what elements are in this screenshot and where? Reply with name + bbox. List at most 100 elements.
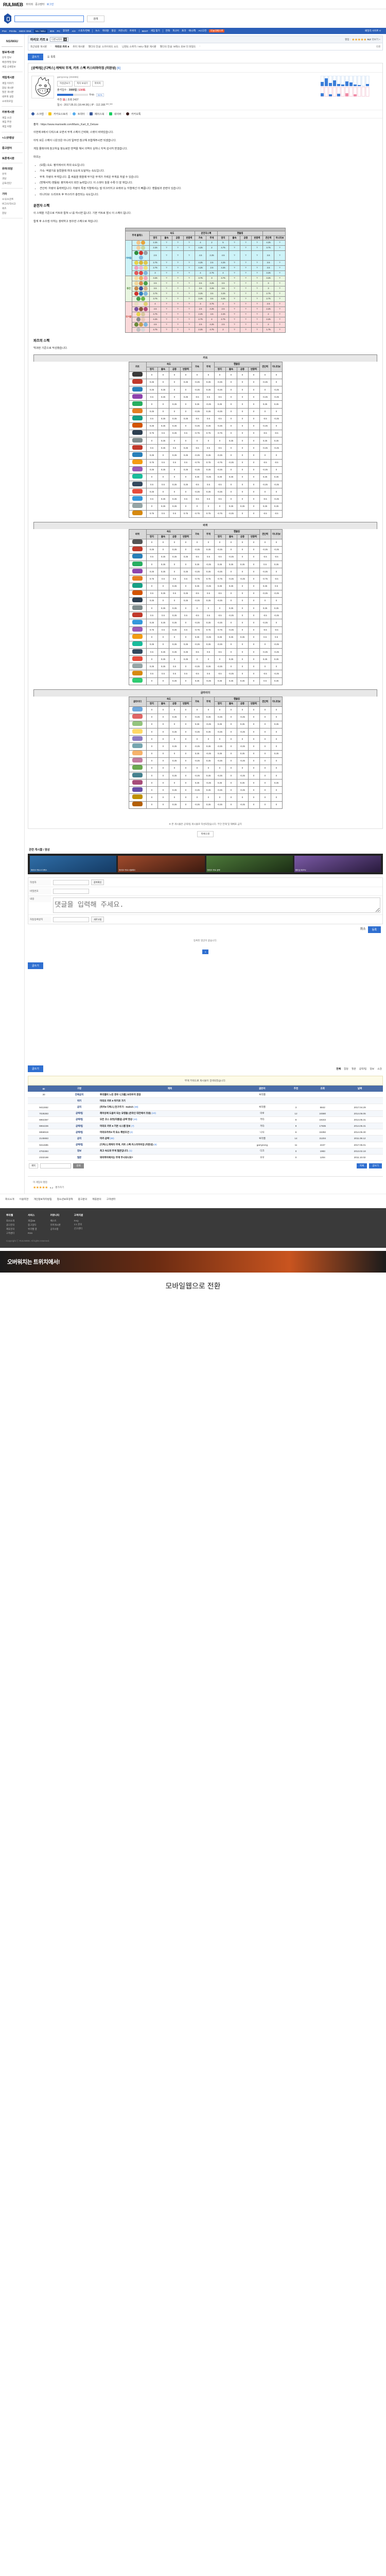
gnb-item-nswiiu[interactable]: NS / WiiU bbox=[33, 29, 47, 33]
gnb-item-sports[interactable]: 스포츠/연예 bbox=[78, 29, 90, 32]
sidebar-item-review-2[interactable]: 게임 비평 bbox=[2, 125, 12, 128]
gnb-item-psvita[interactable]: PSVita bbox=[9, 29, 16, 32]
row-title-cell[interactable]: 마리오 카트 8 기본 시스템 정보 (7) bbox=[98, 1123, 241, 1130]
row-writer[interactable]: 다크 bbox=[241, 1148, 284, 1155]
list-bottom-write-button[interactable]: 글쓰기 bbox=[369, 1163, 382, 1169]
gnb-item-anibook[interactable]: 애니/책 bbox=[188, 29, 196, 32]
comment-password-input[interactable] bbox=[53, 889, 89, 894]
row-writer[interactable] bbox=[241, 1097, 284, 1105]
related-thumb-0[interactable]: 마리오 카트 8 디럭스 bbox=[30, 856, 117, 873]
list-tab-question[interactable]: 질문 bbox=[351, 1068, 356, 1071]
row-writer[interactable]: 키타 bbox=[241, 1116, 284, 1123]
sidebar-item-etc-3[interactable]: 잡담 bbox=[2, 211, 7, 214]
footer-col-2-item-1[interactable]: 유머게시판 bbox=[50, 1224, 61, 1227]
gnb-item-community[interactable]: 커뮤니티 bbox=[118, 29, 127, 32]
top-link-login[interactable]: 로그인 bbox=[46, 3, 54, 6]
row-category[interactable]: 위키 bbox=[60, 1097, 99, 1105]
gnb-item-pla[interactable]: 프라 bbox=[181, 29, 186, 32]
footer-link-4[interactable]: 광고문의 bbox=[78, 1198, 87, 1201]
footer-col-1-item-3[interactable]: RSS bbox=[28, 1232, 33, 1235]
list-tab-info[interactable]: 정보 bbox=[370, 1068, 375, 1071]
gnb-item-twitch[interactable]: 트위치 bbox=[129, 29, 136, 32]
gnb-item-comic[interactable]: 만화 bbox=[165, 29, 170, 32]
mypi-button[interactable]: 마이피 bbox=[92, 80, 103, 87]
row-category[interactable]: 공략/팁 bbox=[60, 1129, 99, 1136]
footer-col-1-item-2[interactable]: 루리웹 앱 bbox=[28, 1228, 37, 1231]
gnb-item-ps4[interactable]: PS4 bbox=[2, 29, 7, 32]
footer-col-3-item-1[interactable]: 1:1 문의 bbox=[74, 1223, 82, 1226]
footer-col-2-item-2[interactable]: 공지사항 bbox=[50, 1228, 59, 1231]
share-scrap[interactable]: 스크랩 bbox=[37, 112, 44, 116]
related-thumb-1[interactable]: 마리오 카트 8 플레이 bbox=[118, 856, 205, 873]
rate-button[interactable]: 평가하기 bbox=[55, 1186, 64, 1189]
sidebar-item-review-1[interactable]: 게임 추천 bbox=[2, 121, 12, 124]
footer-col-3-item-0[interactable]: FAQ bbox=[74, 1219, 79, 1223]
footer-col-3-item-2[interactable]: 신고센터 bbox=[74, 1227, 82, 1230]
goto-list-button[interactable]: 목록으로 bbox=[197, 831, 214, 838]
site-logo[interactable]: RULIWEB bbox=[3, 2, 23, 7]
table-row[interactable]: 2145663 공지 마카 공략 (30) 루리웹 14 31204 2011.08.12 bbox=[28, 1135, 383, 1142]
related-thumb-2[interactable]: 마리오 카트 공략 bbox=[206, 856, 293, 873]
row-category[interactable]: 공략/팁 bbox=[60, 1142, 99, 1148]
row-title-cell[interactable]: 마카 공략 (30) bbox=[98, 1135, 241, 1142]
row-category[interactable]: 공략/팁 bbox=[60, 1110, 99, 1117]
row-title-cell[interactable]: 마리오카트8 각 요소 해방조건 (2) bbox=[98, 1129, 241, 1136]
comments-page-1[interactable]: 1 bbox=[202, 950, 209, 955]
table-row[interactable]: 6964357 공략/팁 모든 코스 숏컷(지름길) 공략 영상 (10) 키타 8 19… bbox=[28, 1116, 383, 1123]
row-category[interactable]: 공략/팁 bbox=[60, 1116, 99, 1123]
search-input[interactable] bbox=[14, 15, 84, 22]
tab-prev-icon[interactable]: ‹ bbox=[50, 45, 51, 48]
sidebar-item-game-2[interactable]: 질문 게시판 bbox=[2, 91, 14, 94]
series-select[interactable]: 다른시리즈 ▾ bbox=[50, 37, 69, 42]
tab-switch-qna[interactable]: 닌텐도 스위치 / WiiU 질문 게시판 bbox=[121, 46, 156, 48]
tab-zelda-botw[interactable]: 젤다의 전설: 브레스 오브 더 와일드 bbox=[160, 46, 196, 48]
gnb-item-pc[interactable]: PC bbox=[57, 29, 60, 32]
list-tab-guide[interactable]: 공략/팁 bbox=[359, 1068, 367, 1071]
list-write-button[interactable]: 글쓰기 bbox=[28, 1065, 43, 1073]
row-title-cell[interactable]: 모든 코스 숏컷(지름길) 공략 영상 (10) bbox=[98, 1116, 241, 1123]
tab-yumi[interactable]: 유미 게시판 bbox=[73, 46, 85, 48]
row-writer[interactable]: 루리웹 bbox=[241, 1135, 284, 1142]
sidebar-item-debate[interactable]: 토론게시판 bbox=[2, 157, 14, 160]
sidebar-item-screenshot[interactable]: +스샷/영상 bbox=[2, 136, 14, 140]
row-writer[interactable]: 나사 bbox=[241, 1129, 284, 1136]
tab-next-icon[interactable]: › bbox=[199, 45, 201, 48]
table-row[interactable]: 6964236 공략/팁 마리오 카트 8 기본 시스템 정보 (7) 키타 9 1783… bbox=[28, 1123, 383, 1130]
sidebar-item-info-0[interactable]: 유지 정보 bbox=[2, 56, 12, 59]
sidebar-item-humor-2[interactable]: 공포/검단 bbox=[2, 181, 12, 184]
tab-zelda-sky[interactable]: 젤다의 전설: 스카이워드 소드 bbox=[88, 46, 118, 48]
sidebar-item-etc-1[interactable]: 버그/오작사고 bbox=[2, 202, 16, 206]
gnb-item-xboxone[interactable]: XBOX ONE bbox=[19, 29, 31, 32]
row-title-cell[interactable]: 와이파이에서는 무게 무시되나요? bbox=[98, 1154, 241, 1161]
comment-writer-input[interactable] bbox=[53, 879, 89, 885]
sidebar-item-market[interactable]: 중고장터 bbox=[2, 146, 12, 150]
footer-link-3[interactable]: 청소년보호정책 bbox=[57, 1198, 73, 1201]
row-category[interactable]: 공지 bbox=[60, 1104, 99, 1111]
gnb-item-mobile[interactable]: 휴대폰 bbox=[62, 29, 69, 32]
row-writer[interactable]: 미루 bbox=[241, 1110, 284, 1117]
row-category[interactable]: 공략/팁 bbox=[60, 1123, 99, 1130]
promo-banner[interactable]: 오버워치는 트위치에서! bbox=[0, 1251, 386, 1273]
table-row[interactable]: 2332168 질문 와이파이에서는 무게 무시되나요? 호우 0 1204 2011.1… bbox=[28, 1154, 383, 1161]
tab-reset-button[interactable]: 리셋 bbox=[376, 45, 380, 48]
row-writer[interactable]: 루리웹 bbox=[241, 1104, 284, 1111]
list-bottom-list-button[interactable]: 목록 bbox=[356, 1163, 367, 1169]
footer-link-5[interactable]: 제휴문의 bbox=[92, 1198, 101, 1201]
send-message-button[interactable]: 쪽지 보내기 bbox=[74, 80, 91, 87]
gnb-item-findgame[interactable]: 게임 찾기 bbox=[150, 29, 160, 32]
sidebar-item-review-0[interactable]: 게임 소감 bbox=[2, 116, 12, 119]
sidebar-item-game-4[interactable]: 소비자모임 bbox=[2, 99, 13, 103]
search-button[interactable]: 검색 bbox=[87, 15, 104, 22]
list-search-select[interactable]: 제목 bbox=[29, 1163, 39, 1169]
footer-col-0-item-1[interactable]: 광고문의 bbox=[6, 1224, 15, 1227]
row-writer[interactable]: 루리웹 bbox=[241, 1092, 284, 1098]
share-kakaostory[interactable]: 카카오스토리 bbox=[54, 112, 68, 116]
list-search-button[interactable]: 검색 bbox=[73, 1163, 84, 1169]
share-kakaotalk[interactable]: 카카오톡 bbox=[131, 112, 141, 116]
footer-star-icon[interactable]: ★★★★★ bbox=[33, 1186, 48, 1190]
list-tab-chat[interactable]: 잡담 bbox=[344, 1068, 348, 1071]
list-button[interactable]: ☰ 목록 bbox=[47, 55, 56, 59]
gnb-item-hobby[interactable]: 취미잘 bbox=[102, 29, 109, 32]
gnb-item-acclassic[interactable]: AC/고전 bbox=[198, 29, 207, 32]
comment-cancel-button[interactable]: 취소 bbox=[360, 928, 366, 931]
